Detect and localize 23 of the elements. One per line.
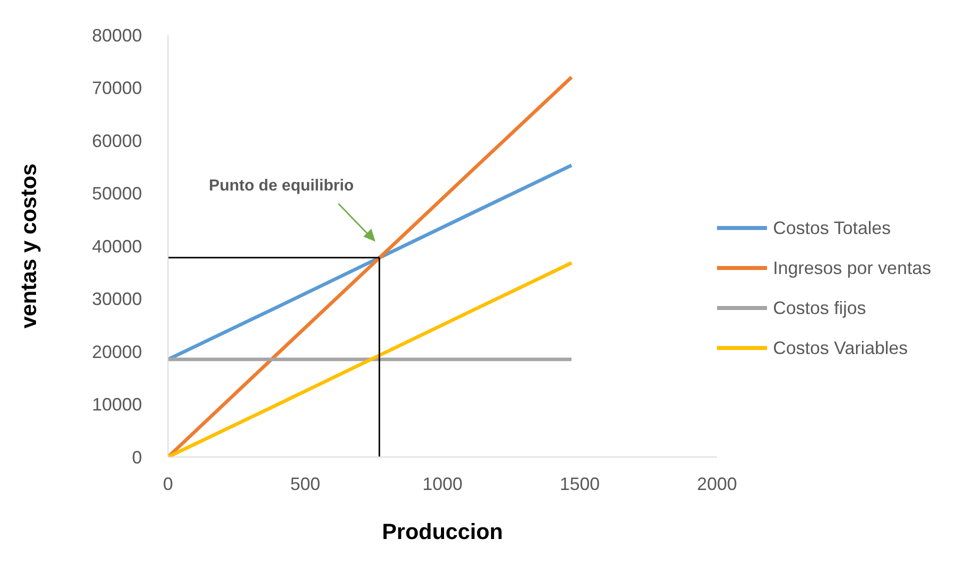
- line-series: [168, 261, 574, 457]
- y-tick-label: 50000: [92, 184, 142, 204]
- legend-label: Costos Totales: [773, 216, 891, 240]
- y-tick-label: 60000: [92, 130, 142, 151]
- x-tick-label: 1000: [422, 474, 463, 494]
- legend-label: Ingresos por ventas: [773, 256, 932, 280]
- y-tick-label: 0: [132, 447, 142, 468]
- legend-label: Costos fijos: [773, 296, 866, 320]
- y-tick-label: 20000: [92, 342, 142, 362]
- x-tick-label: 2000: [696, 474, 738, 494]
- y-tick-label: 80000: [92, 25, 142, 46]
- y-axis-title: ventas y costos: [16, 163, 41, 329]
- x-tick-label: 0: [162, 474, 174, 494]
- line-series: [168, 75, 574, 457]
- annotation: Punto de equilibrio: [208, 178, 354, 195]
- x-axis-title: Produccion: [382, 519, 504, 544]
- x-tick-label: 500: [290, 474, 320, 494]
- y-tick-label: 10000: [92, 394, 142, 415]
- x-tick-label: 1500: [560, 474, 600, 494]
- y-tick-label: 30000: [92, 289, 142, 310]
- legend-label: Costos Variables: [773, 336, 908, 360]
- y-tick-label: 40000: [92, 236, 142, 256]
- y-tick-label: 70000: [92, 78, 142, 98]
